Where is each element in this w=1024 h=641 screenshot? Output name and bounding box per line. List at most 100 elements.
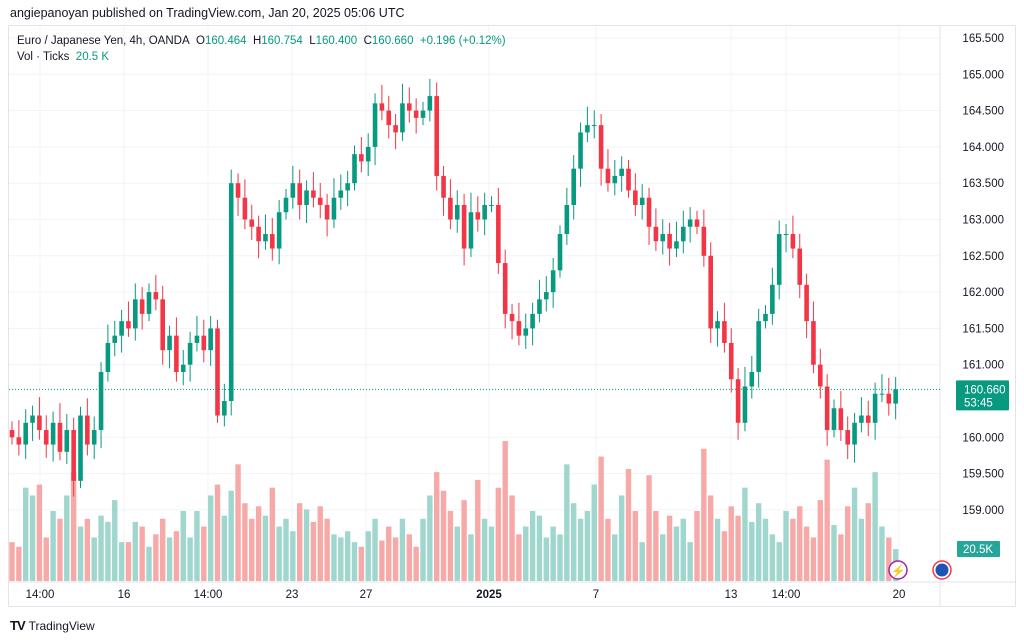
symbol-title[interactable]: Euro / Japanese Yen, 4h, OANDA (17, 35, 190, 47)
volume-bar (687, 542, 693, 581)
candle-body (523, 328, 529, 336)
volume-bar (434, 472, 440, 581)
x-tick-label: 14:00 (26, 589, 55, 601)
candle-body (653, 226, 659, 242)
candle-body (174, 335, 179, 372)
volume-bar (872, 472, 878, 581)
open-label: O (196, 35, 205, 47)
candle-body (790, 234, 796, 249)
volume-bar (557, 534, 563, 581)
close-value: 160.660 (371, 35, 414, 47)
candle-body (187, 342, 193, 365)
volume-bar (550, 526, 556, 581)
volume-bar (331, 534, 337, 581)
candle-body (852, 422, 857, 445)
volume-bar (742, 487, 748, 581)
volume-bar (372, 518, 378, 581)
change-value: +0.196 (+0.12%) (419, 35, 506, 47)
volume-bar (262, 515, 269, 581)
chart-frame[interactable] (8, 25, 1016, 607)
candle-body (674, 241, 679, 249)
volume-bar (290, 531, 296, 581)
candle-body (660, 234, 666, 242)
candle-body (872, 393, 878, 423)
high-value: 160.754 (261, 35, 303, 47)
candle-body (16, 437, 22, 445)
volume-bar (529, 511, 536, 581)
candle-body (249, 219, 255, 227)
candle-body (352, 154, 357, 184)
candle-body (626, 168, 631, 191)
candle-body (509, 313, 515, 322)
volume-bar (468, 534, 474, 581)
volume-bar (481, 518, 488, 581)
volume-badge-value: 20.5K (963, 544, 993, 556)
tradingview-logo[interactable]: TV TradingView (10, 618, 95, 633)
close-label: C (363, 35, 372, 47)
volume-bar (187, 537, 193, 581)
candle-body (290, 183, 296, 198)
candle-body (98, 371, 104, 431)
candle-body (311, 190, 316, 198)
candle-body (571, 168, 576, 205)
candle-body (304, 190, 309, 205)
volume-bar (790, 518, 796, 581)
candle-body (85, 415, 90, 445)
candle-body (687, 219, 693, 227)
volume-bar (379, 540, 385, 581)
candle-body (578, 132, 583, 169)
candle-body (393, 125, 398, 133)
volume-bar (358, 546, 365, 581)
volume-bar (36, 484, 43, 581)
volume-bar (57, 518, 63, 581)
candle-body (612, 175, 618, 184)
candle-body (482, 204, 487, 220)
volume-bar (591, 484, 597, 581)
candle-body (263, 234, 268, 242)
lightning-event-icon (888, 560, 908, 580)
candle-body (297, 183, 302, 205)
open-value: 160.464 (204, 35, 247, 47)
volume-bar (413, 546, 419, 581)
volume-bar (701, 448, 707, 581)
volume-label[interactable]: Vol · Ticks (17, 51, 70, 63)
volume-bar (845, 506, 851, 581)
candle-body (619, 168, 624, 176)
candle-body (119, 321, 124, 336)
volume-bar (399, 518, 406, 581)
candle-body (50, 422, 56, 445)
candle-body (865, 415, 871, 423)
candle-body (407, 103, 412, 111)
candle-body (475, 212, 481, 220)
volume-bar (276, 526, 282, 581)
volume-bar (666, 515, 673, 581)
candle-body (37, 415, 42, 431)
volume-bar (495, 487, 502, 581)
y-tick-label: 165.000 (962, 69, 1004, 81)
x-tick-label: 7 (593, 589, 599, 601)
volume-value: 20.5 K (75, 51, 110, 63)
candle-body (879, 393, 885, 395)
candle-body (715, 321, 720, 329)
volume-bar (249, 518, 255, 581)
candle-body (770, 284, 775, 314)
candle-body (845, 430, 850, 445)
candle-body (194, 335, 200, 343)
volume-bar (810, 537, 817, 581)
volume-bar (858, 518, 865, 581)
y-tick-label: 161.500 (962, 323, 1004, 335)
candle-body (160, 299, 165, 351)
candle-body (228, 183, 234, 401)
eu-flag-icon (935, 563, 949, 577)
volume-bar (817, 500, 823, 581)
volume-bar (673, 526, 680, 581)
volume-bar (255, 506, 262, 581)
candle-body (728, 342, 734, 380)
volume-bar (324, 518, 330, 581)
volume-bar (125, 542, 132, 581)
x-tick-label: 2025 (476, 589, 502, 601)
y-tick-label: 160.000 (962, 432, 1004, 444)
candle-body (667, 234, 672, 249)
candle-body (180, 364, 186, 372)
